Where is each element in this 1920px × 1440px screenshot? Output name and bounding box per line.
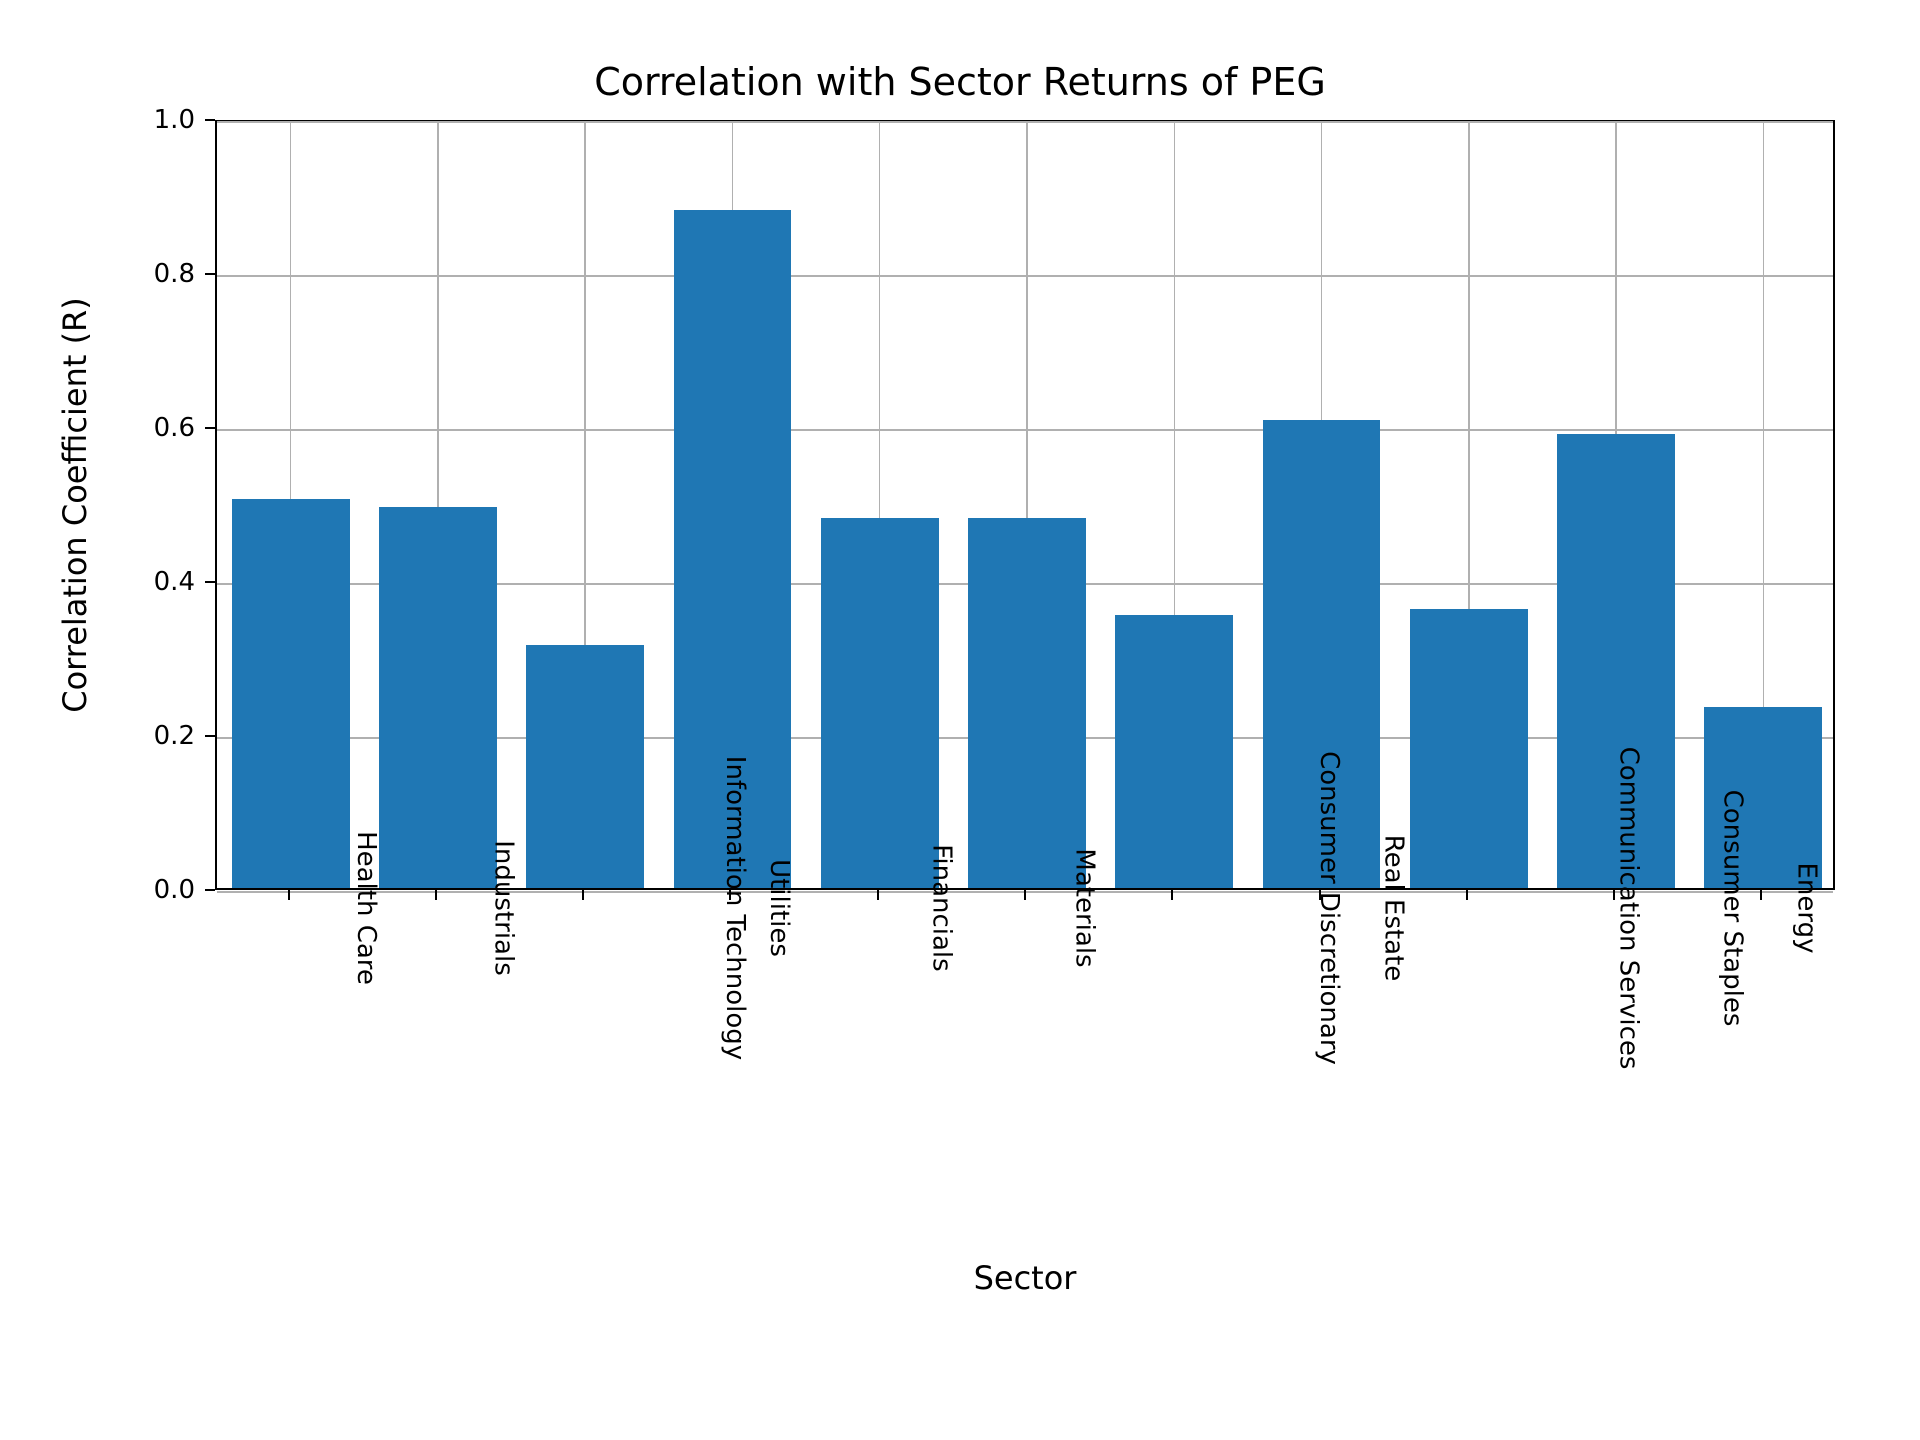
x-tick-mark — [582, 890, 584, 900]
x-tick-mark — [1171, 890, 1173, 900]
y-axis-label: Correlation Coefficient (R) — [56, 297, 94, 713]
bar — [379, 507, 497, 888]
y-tick-label: 0.2 — [140, 721, 195, 751]
y-tick-label: 0.8 — [140, 259, 195, 289]
grid-horizontal — [217, 275, 1833, 277]
chart-container: Correlation with Sector Returns of PEG C… — [0, 0, 1920, 1440]
y-tick-label: 0.4 — [140, 567, 195, 597]
bar — [526, 645, 644, 888]
x-tick-label: Industrials — [489, 840, 519, 975]
grid-horizontal — [217, 429, 1833, 431]
x-tick-label: Energy — [1792, 862, 1822, 953]
x-tick-label: Information Technology — [720, 756, 750, 1060]
x-tick-label: Consumer Staples — [1717, 790, 1747, 1027]
y-tick-mark — [205, 889, 215, 891]
x-tick-mark — [1760, 890, 1762, 900]
x-axis-label: Sector — [974, 1259, 1077, 1297]
x-tick-label: Health Care — [351, 831, 381, 985]
plot-area — [215, 120, 1835, 890]
x-tick-mark — [1613, 890, 1615, 900]
x-tick-mark — [288, 890, 290, 900]
x-tick-mark — [1024, 890, 1026, 900]
y-tick-mark — [205, 119, 215, 121]
y-tick-mark — [205, 427, 215, 429]
x-tick-label: Utilities — [764, 859, 794, 957]
x-tick-label: Materials — [1070, 848, 1100, 967]
x-tick-mark — [877, 890, 879, 900]
bar — [1410, 609, 1528, 889]
y-tick-label: 0.0 — [140, 875, 195, 905]
x-tick-mark — [1466, 890, 1468, 900]
x-tick-label: Financials — [926, 844, 956, 971]
bar — [968, 518, 1086, 888]
bar — [821, 518, 939, 888]
x-tick-label: Communication Services — [1613, 747, 1643, 1070]
y-tick-label: 1.0 — [140, 105, 195, 135]
y-tick-mark — [205, 273, 215, 275]
chart-title: Correlation with Sector Returns of PEG — [0, 60, 1920, 104]
y-tick-mark — [205, 735, 215, 737]
x-tick-mark — [435, 890, 437, 900]
x-tick-mark — [729, 890, 731, 900]
y-tick-mark — [205, 581, 215, 583]
x-tick-label: Consumer Discretionary — [1314, 751, 1344, 1065]
bar — [1115, 615, 1233, 888]
y-tick-label: 0.6 — [140, 413, 195, 443]
x-tick-label: Real Estate — [1378, 835, 1408, 982]
grid-horizontal — [217, 121, 1833, 123]
x-tick-mark — [1319, 890, 1321, 900]
bar — [232, 499, 350, 888]
